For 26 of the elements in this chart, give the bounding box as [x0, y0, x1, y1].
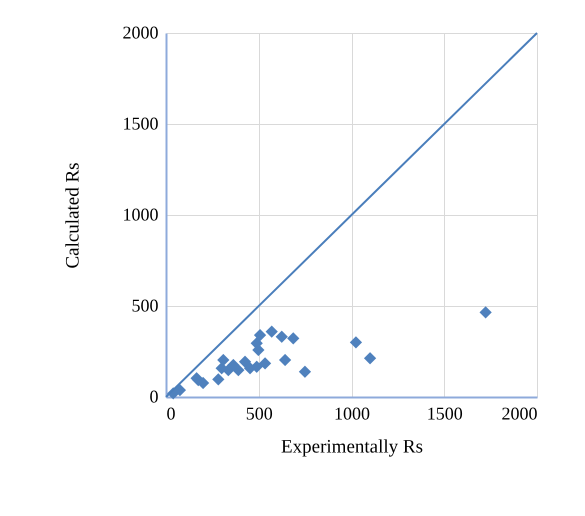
y-tick-label: 0 — [150, 386, 158, 406]
y-tick-label: 1000 — [122, 204, 158, 224]
y-tick-label: 2000 — [122, 22, 158, 42]
y-axis-title: Calculated Rs — [62, 162, 84, 269]
y-tick-label: 1500 — [122, 114, 158, 134]
point — [278, 354, 292, 366]
x-tick-label: 500 — [246, 404, 273, 424]
y-tick-label: 500 — [132, 296, 158, 316]
point — [266, 326, 278, 338]
point — [287, 332, 300, 345]
x-tick-label: 1500 — [426, 404, 463, 424]
x-axis-title: Experimentally Rs — [281, 436, 423, 458]
point — [258, 357, 272, 370]
point — [232, 364, 244, 376]
point — [298, 366, 312, 378]
point — [174, 384, 186, 396]
point — [212, 373, 224, 386]
x-tick-label: 1000 — [334, 404, 370, 424]
x-tick-label: 2000 — [502, 404, 538, 424]
point — [350, 336, 362, 349]
point — [364, 352, 376, 364]
point — [479, 306, 492, 318]
point — [254, 328, 266, 342]
x-tick-label: 0 — [166, 404, 176, 424]
point — [276, 330, 288, 343]
point — [238, 356, 252, 368]
